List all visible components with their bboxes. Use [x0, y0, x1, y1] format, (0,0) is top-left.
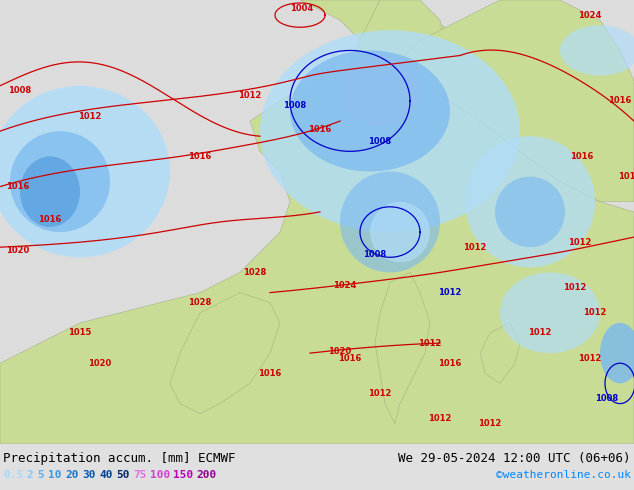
Text: 1020: 1020	[6, 245, 30, 255]
Text: 1012: 1012	[568, 238, 592, 246]
Text: 1008: 1008	[283, 101, 307, 110]
Text: 1016: 1016	[258, 369, 281, 378]
Text: 1012: 1012	[368, 389, 392, 398]
Text: 1028: 1028	[243, 268, 267, 277]
Text: 100: 100	[150, 470, 171, 480]
Ellipse shape	[20, 156, 80, 227]
Text: 1008: 1008	[368, 137, 392, 146]
Ellipse shape	[370, 202, 430, 262]
Text: 1012: 1012	[528, 328, 552, 338]
Polygon shape	[170, 293, 280, 414]
Text: 5: 5	[37, 470, 44, 480]
Text: 1012: 1012	[79, 112, 101, 121]
Text: 1012: 1012	[583, 308, 607, 318]
Text: ©weatheronline.co.uk: ©weatheronline.co.uk	[496, 470, 631, 480]
Text: Precipitation accum. [mm] ECMWF: Precipitation accum. [mm] ECMWF	[3, 452, 235, 465]
Text: 1012: 1012	[429, 414, 451, 423]
Text: 1012: 1012	[418, 339, 442, 347]
Text: 0.5: 0.5	[3, 470, 23, 480]
Text: 1012: 1012	[463, 243, 487, 252]
Text: 1020: 1020	[88, 359, 112, 368]
Ellipse shape	[465, 136, 595, 268]
Polygon shape	[300, 0, 500, 151]
Text: 20: 20	[65, 470, 79, 480]
Text: 1016: 1016	[188, 152, 212, 161]
Text: 1012: 1012	[478, 419, 501, 428]
Polygon shape	[0, 61, 634, 444]
Ellipse shape	[260, 30, 520, 232]
Text: 1024: 1024	[333, 281, 357, 290]
Text: 1008: 1008	[8, 86, 32, 96]
Text: 1016: 1016	[608, 97, 631, 105]
Ellipse shape	[600, 323, 634, 383]
Polygon shape	[350, 0, 450, 182]
Text: 1016: 1016	[618, 172, 634, 181]
Ellipse shape	[0, 86, 170, 257]
Ellipse shape	[560, 25, 634, 75]
Text: 1012: 1012	[564, 283, 586, 292]
Text: 30: 30	[82, 470, 96, 480]
Text: 1028: 1028	[188, 298, 212, 307]
Text: 1016: 1016	[438, 359, 462, 368]
Polygon shape	[400, 0, 634, 202]
Polygon shape	[480, 323, 520, 383]
Text: 1016: 1016	[38, 216, 61, 224]
Text: 75: 75	[133, 470, 146, 480]
Text: 150: 150	[173, 470, 193, 480]
Ellipse shape	[495, 176, 565, 247]
Text: 1012: 1012	[238, 91, 262, 100]
Text: 1024: 1024	[578, 11, 602, 20]
Text: 1008: 1008	[595, 394, 619, 403]
Text: 40: 40	[99, 470, 112, 480]
Text: 10: 10	[48, 470, 61, 480]
Ellipse shape	[340, 172, 440, 272]
Text: 1008: 1008	[363, 250, 387, 259]
Text: 1020: 1020	[328, 346, 352, 356]
Text: 1016: 1016	[6, 182, 30, 191]
Ellipse shape	[340, 55, 420, 126]
Polygon shape	[375, 272, 430, 424]
Ellipse shape	[10, 131, 110, 232]
Ellipse shape	[290, 50, 450, 172]
Ellipse shape	[500, 272, 600, 353]
Text: We 29-05-2024 12:00 UTC (06+06): We 29-05-2024 12:00 UTC (06+06)	[399, 452, 631, 465]
Text: 200: 200	[196, 470, 216, 480]
Text: 1012: 1012	[578, 354, 602, 363]
Text: 50: 50	[116, 470, 129, 480]
Text: 2: 2	[26, 470, 33, 480]
Text: 1016: 1016	[308, 124, 332, 134]
Text: 1015: 1015	[68, 328, 92, 338]
Text: 1012: 1012	[438, 288, 462, 297]
Text: 1016: 1016	[339, 354, 361, 363]
Text: 1016: 1016	[571, 152, 593, 161]
Text: 1004: 1004	[290, 3, 314, 13]
